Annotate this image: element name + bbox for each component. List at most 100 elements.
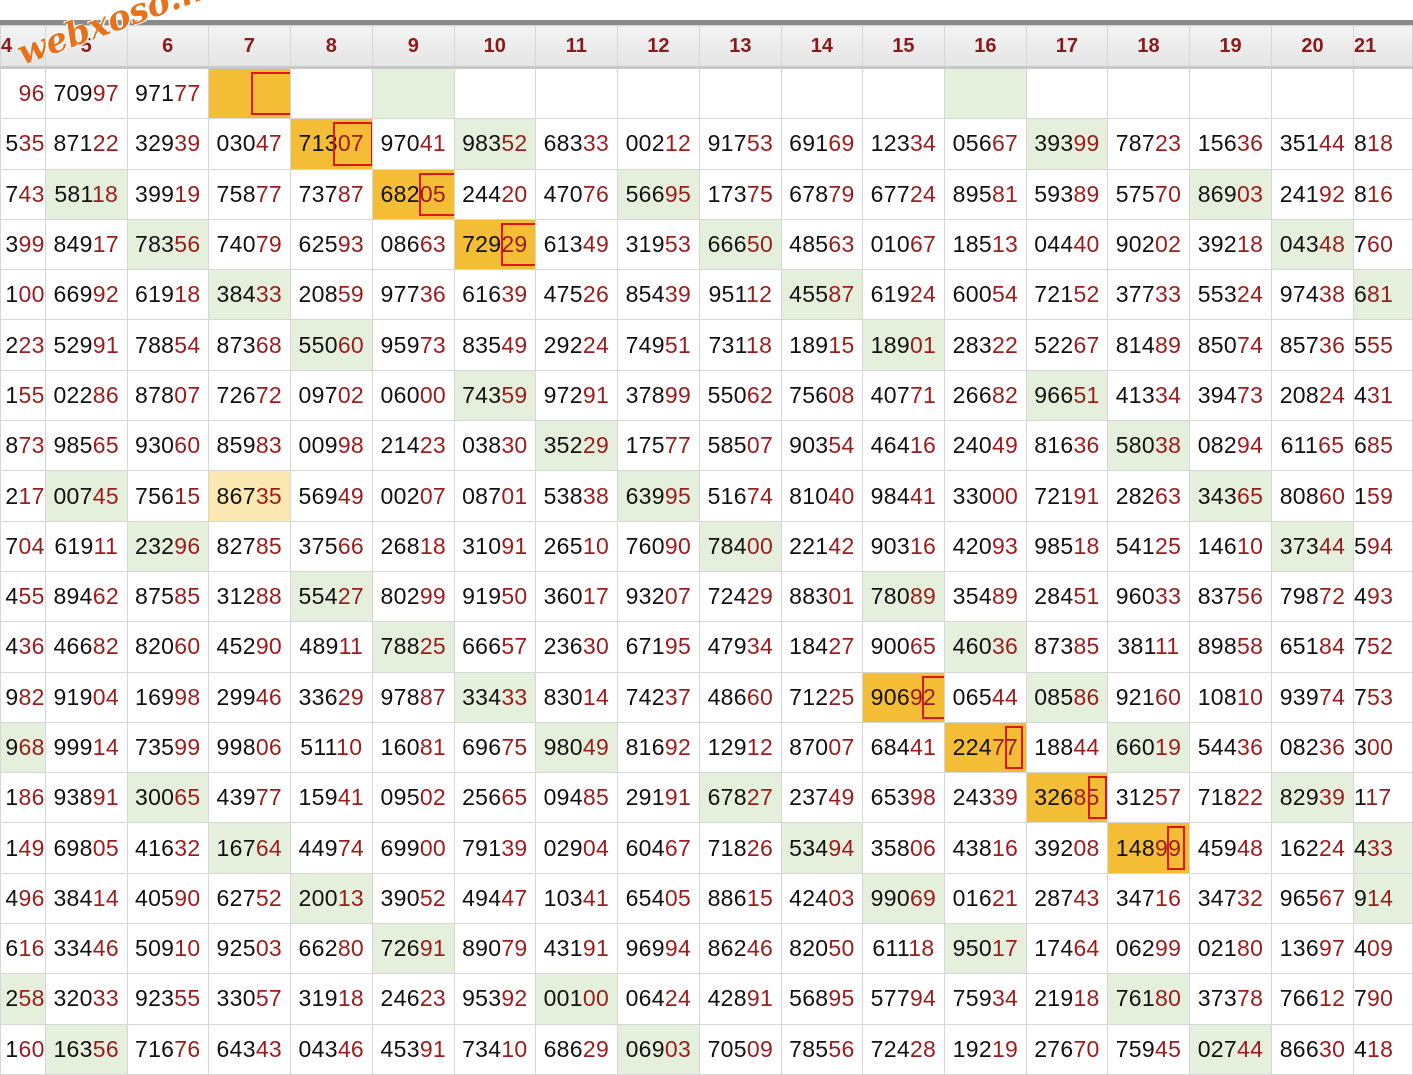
- number-head: 713: [298, 130, 338, 157]
- number-head: 416: [135, 834, 175, 861]
- number-cell: 186: [0, 772, 46, 824]
- number-head: 953: [462, 985, 502, 1012]
- number-tail: 00: [746, 532, 774, 559]
- number-tail: 25: [1155, 532, 1182, 559]
- number-head: 163: [53, 1035, 93, 1062]
- number-head: 087: [462, 482, 502, 509]
- number-head: 399: [135, 180, 175, 207]
- number-tail: 53: [664, 231, 692, 258]
- number-head: 392: [1034, 834, 1074, 861]
- number-head: 002: [625, 130, 665, 157]
- number-tail: 51: [1073, 381, 1100, 408]
- number-cell: 51674: [698, 470, 782, 522]
- number-head: 678: [707, 784, 747, 811]
- number-cell: 78854: [126, 319, 209, 371]
- number-head: 459: [1197, 834, 1237, 861]
- column-header[interactable]: 11: [534, 25, 618, 69]
- column-header[interactable]: 9: [371, 25, 455, 69]
- number-tail: 56: [174, 231, 201, 258]
- column-header[interactable]: 15: [861, 25, 945, 69]
- number-tail: 59: [337, 281, 364, 308]
- number-head: 360: [543, 583, 583, 610]
- number-tail: 91: [419, 1035, 446, 1062]
- number-head: 906: [870, 683, 910, 710]
- number-tail: 18: [1073, 985, 1100, 1012]
- number-cell: 56895: [780, 973, 863, 1025]
- number-tail: 22: [92, 130, 119, 157]
- number-tail: 95: [664, 633, 692, 660]
- number-tail: 03: [255, 935, 282, 962]
- number-tail: 93: [1367, 583, 1394, 610]
- column-header[interactable]: 21: [1352, 25, 1413, 69]
- number-head: 439: [216, 784, 256, 811]
- number-tail: 89: [1155, 331, 1182, 358]
- number-tail: 91: [92, 784, 119, 811]
- number-cell: 37733: [1106, 269, 1190, 321]
- number-tail: 16: [909, 432, 937, 459]
- number-head: 188: [1034, 734, 1074, 760]
- column-header[interactable]: 6: [126, 25, 209, 69]
- column-header[interactable]: 14: [780, 25, 863, 69]
- number-tail: 01: [909, 331, 937, 358]
- number-head: 5: [5, 130, 19, 157]
- column-header[interactable]: 4: [0, 25, 46, 69]
- column-header[interactable]: 17: [1025, 25, 1108, 69]
- number-head: 921: [1115, 683, 1155, 710]
- column-header[interactable]: 18: [1106, 25, 1190, 69]
- number-head: 184: [789, 633, 829, 660]
- number-cell: 52267: [1025, 319, 1108, 371]
- column-header[interactable]: 19: [1188, 25, 1272, 69]
- column-header[interactable]: 8: [289, 25, 373, 69]
- column-header[interactable]: 20: [1270, 25, 1354, 69]
- number-head: 485: [789, 231, 829, 258]
- number-cell: 38414: [44, 872, 128, 925]
- number-cell: 258: [0, 973, 46, 1025]
- number-cell: 65398: [861, 772, 945, 824]
- number-head: 232: [135, 532, 175, 559]
- number-cell: 45290: [207, 621, 291, 673]
- number-cell: 73410: [453, 1023, 536, 1075]
- number-tail: 13: [991, 231, 1019, 258]
- number-cell: 58507: [698, 420, 782, 472]
- number-head: 173: [707, 180, 747, 207]
- number-tail: 49: [991, 432, 1019, 459]
- number-head: 593: [1034, 180, 1074, 207]
- number-cell: 92160: [1106, 671, 1190, 723]
- number-head: 959: [380, 331, 420, 358]
- number-cell: 27670: [1025, 1023, 1108, 1075]
- column-header[interactable]: 13: [698, 25, 782, 69]
- column-header[interactable]: 5: [44, 25, 128, 69]
- number-tail: 60: [337, 331, 364, 358]
- number-cell: 57794: [861, 973, 945, 1025]
- number-cell: 753: [1352, 671, 1413, 723]
- number-cell: 89581: [943, 168, 1027, 220]
- number-cell: 99806: [207, 721, 291, 774]
- number-cell: 88615: [698, 872, 782, 925]
- number-tail: 93: [337, 231, 364, 258]
- column-header[interactable]: 10: [453, 25, 536, 69]
- number-head: 867: [216, 482, 256, 509]
- number-tail: 38: [1319, 281, 1346, 308]
- number-tail: 65: [92, 432, 119, 459]
- number-cell: 75615: [126, 470, 209, 522]
- number-head: 873: [216, 331, 256, 358]
- number-cell: 41334: [1106, 369, 1190, 422]
- column-header[interactable]: 16: [943, 25, 1027, 69]
- column-header[interactable]: 12: [616, 25, 700, 69]
- number-head: 4: [1353, 834, 1368, 861]
- number-cell: 64343: [207, 1023, 291, 1075]
- column-header[interactable]: 7: [207, 25, 291, 69]
- number-head: 123: [870, 130, 910, 157]
- number-tail: 19: [1155, 734, 1182, 760]
- number-tail: 99: [174, 734, 201, 760]
- number-tail: 06: [909, 834, 937, 861]
- number-head: 999: [53, 734, 93, 760]
- number-cell: 873: [0, 420, 46, 472]
- number-cell: [616, 66, 700, 120]
- number-head: 666: [462, 633, 502, 660]
- number-cell: 39399: [1025, 118, 1108, 170]
- number-head: 494: [462, 884, 502, 911]
- number-cell: 85736: [1270, 319, 1354, 371]
- number-head: 2: [5, 985, 19, 1012]
- number-cell: 38111: [1106, 621, 1190, 673]
